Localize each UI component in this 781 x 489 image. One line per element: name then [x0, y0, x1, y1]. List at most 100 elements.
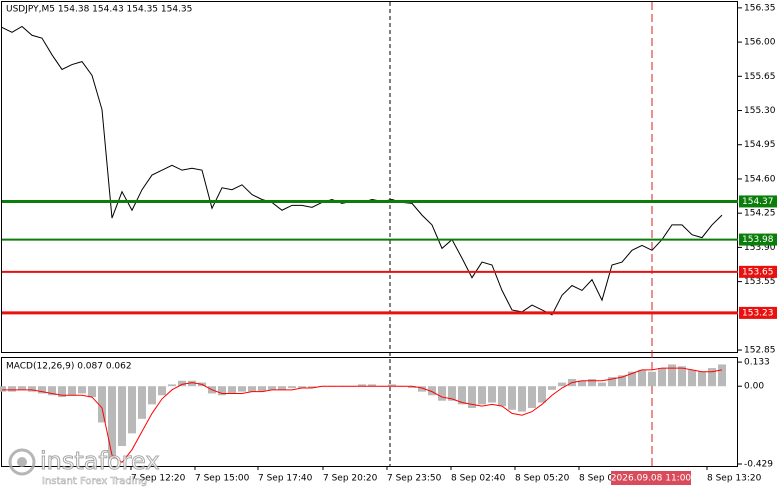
x-tick-label: 8 Sep 13:20 [707, 474, 762, 484]
macd-bar [88, 386, 96, 398]
macd-bar [478, 386, 486, 405]
logo-tagline: Instant Forex Trading [42, 476, 147, 487]
x-tick-label: 7 Sep 15:00 [195, 474, 250, 484]
x-tick-label: 8 Sep 02:40 [451, 474, 506, 484]
macd-bar [418, 386, 426, 392]
level-label: 153.23 [742, 308, 774, 318]
y-tick-label: 0.133 [744, 358, 770, 368]
level-label: 153.65 [742, 267, 774, 277]
macd-bar [118, 386, 126, 447]
macd-bar [598, 382, 606, 387]
y-tick-label: 0.00 [744, 382, 764, 392]
macd-bar [578, 380, 586, 387]
macd-bar [58, 386, 66, 398]
macd-bar [368, 384, 376, 387]
macd-bar [278, 386, 286, 390]
macd-bar [588, 378, 596, 387]
plot-layer: 152.85 153.55 153.90 154.25 154.60 154.95 155.… [0, 3, 777, 484]
level-label-box [739, 265, 777, 278]
y-tick-label: 154.95 [744, 140, 776, 150]
macd-bar [228, 386, 236, 394]
macd-bar [388, 384, 396, 387]
macd-bar [448, 386, 456, 401]
macd-bar [708, 368, 716, 387]
macd-bar [18, 386, 26, 390]
macd-bar [298, 386, 306, 389]
x-tick-label: 7 Sep 20:20 [323, 474, 378, 484]
macd-bar [658, 368, 666, 387]
macd-bar [428, 386, 436, 396]
macd-bar [678, 366, 686, 387]
macd-bar [188, 380, 196, 387]
macd-bar [258, 386, 266, 392]
macd-bar [638, 369, 646, 387]
macd-bar [608, 377, 616, 387]
macd-bar [168, 384, 176, 387]
logo-name: instaforex [40, 447, 160, 475]
signal-line [2, 367, 723, 464]
macd-bar [68, 386, 76, 396]
macd-bar [458, 386, 466, 405]
macd-bar [138, 386, 146, 419]
macd-bar [158, 386, 166, 396]
macd-bar [528, 386, 536, 408]
macd-bar [0, 386, 6, 392]
macd-bar [548, 386, 556, 390]
y-tick-label: 156.35 [744, 3, 776, 13]
logo-icon [8, 448, 36, 476]
y-tick-label: 153.90 [744, 243, 776, 253]
y-tick-label: -0.429 [744, 460, 773, 470]
macd-bar [618, 375, 626, 387]
macd-bar [688, 369, 696, 387]
macd-bar [28, 386, 36, 392]
x-tick-label: 7 Sep 23:50 [387, 474, 442, 484]
level-label: 154.37 [742, 197, 774, 207]
macd-bar [488, 386, 496, 403]
y-tick-label: 153.55 [744, 277, 776, 287]
x-tick-label: 8 Sep 08:00 [579, 474, 634, 484]
y-tick-label: 155.65 [744, 72, 776, 82]
macd-bar [178, 380, 186, 387]
macd-bar [128, 386, 136, 434]
macd-title: MACD(12,26,9) 0.087 0.062 [6, 362, 132, 372]
macd-bar [718, 364, 726, 387]
level-label-box [739, 195, 777, 208]
logo-icon-core [17, 457, 27, 467]
macd-bar [628, 371, 636, 387]
macd-bar [538, 386, 546, 403]
y-tick-label: 154.25 [744, 209, 776, 219]
macd-bar [148, 386, 156, 405]
macd-bar [498, 386, 506, 407]
macd-bar [288, 386, 296, 389]
macd-bar [38, 386, 46, 394]
macd-bar [518, 386, 526, 412]
level-label-box [739, 233, 777, 246]
macd-bar [438, 386, 446, 401]
y-tick-label: 154.60 [744, 174, 776, 184]
macd-bar [108, 386, 116, 459]
x-tick-label: 7 Sep 12:20 [131, 474, 186, 484]
macd-bar [468, 386, 476, 408]
macd-bar [248, 386, 256, 392]
macd-bar [238, 386, 246, 392]
macd-bar [508, 386, 516, 410]
cursor-label: 2026.09.08 11:00 [611, 474, 692, 484]
y-tick-label: 152.85 [744, 346, 776, 356]
level-label-box [739, 306, 777, 319]
x-tick-label: 7 Sep 17:40 [258, 474, 313, 484]
y-tick-label: 156.00 [744, 38, 776, 48]
macd-bar [648, 371, 656, 387]
macd-bar [218, 386, 226, 396]
macd-bar [78, 386, 86, 394]
macd-bar [308, 386, 316, 389]
level-label: 153.98 [742, 235, 774, 245]
chart-title: USDJPY,M5 154.38 154.43 154.35 154.35 [6, 5, 192, 15]
macd-bar [268, 386, 276, 390]
macd-bar [358, 384, 366, 387]
y-tick-label: 155.30 [744, 106, 776, 116]
logo: instaforex Instant Forex Trading [8, 447, 160, 487]
macd-bar [698, 371, 706, 387]
macd-bar [558, 382, 566, 387]
